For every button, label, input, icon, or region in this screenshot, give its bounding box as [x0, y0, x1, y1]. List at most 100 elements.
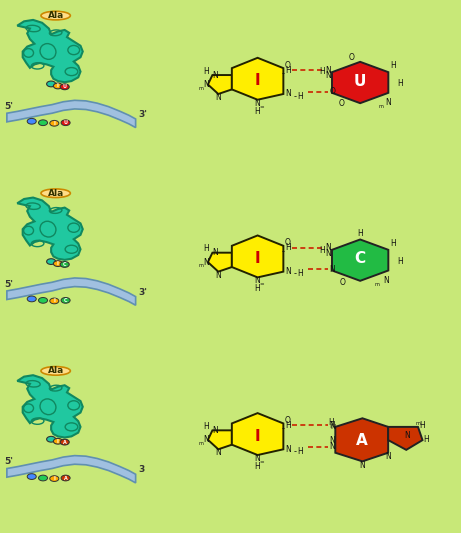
Text: I: I	[53, 476, 55, 481]
Text: N: N	[215, 448, 221, 457]
Circle shape	[27, 296, 36, 302]
Text: I: I	[255, 73, 260, 88]
Text: 5': 5'	[5, 280, 14, 289]
Text: N: N	[325, 249, 331, 259]
Text: N: N	[213, 426, 219, 435]
Text: O: O	[285, 238, 291, 247]
Text: N: N	[204, 435, 209, 445]
Ellipse shape	[41, 189, 71, 198]
Text: U: U	[64, 120, 68, 125]
Text: H: H	[420, 421, 426, 430]
Text: m: m	[375, 282, 380, 287]
Polygon shape	[17, 375, 83, 438]
Text: m: m	[378, 104, 383, 109]
Text: Ala: Ala	[47, 189, 64, 198]
Text: N: N	[325, 66, 331, 75]
Text: I: I	[255, 429, 260, 443]
Text: N: N	[255, 276, 260, 285]
Text: -: -	[282, 247, 285, 256]
Text: N: N	[329, 442, 335, 451]
Text: -: -	[282, 69, 285, 78]
Text: H: H	[397, 79, 403, 88]
Polygon shape	[232, 58, 284, 100]
Text: =: =	[260, 282, 265, 288]
Ellipse shape	[41, 367, 71, 375]
Text: O: O	[349, 53, 355, 62]
Text: m: m	[199, 86, 204, 91]
Text: =: =	[260, 105, 265, 110]
Circle shape	[27, 118, 36, 124]
Text: m: m	[199, 441, 204, 446]
Text: m: m	[199, 263, 204, 269]
Circle shape	[50, 120, 59, 126]
Text: H: H	[390, 239, 396, 248]
Text: Ala: Ala	[47, 366, 64, 375]
Text: H: H	[255, 462, 260, 471]
Circle shape	[60, 84, 69, 90]
Text: N: N	[204, 257, 209, 266]
Circle shape	[61, 297, 70, 303]
Polygon shape	[232, 413, 284, 455]
Text: I: I	[53, 121, 55, 126]
Circle shape	[38, 475, 47, 481]
Text: N: N	[329, 265, 335, 274]
Text: C: C	[355, 251, 366, 266]
Text: N: N	[255, 454, 260, 463]
Ellipse shape	[41, 11, 71, 20]
Text: H: H	[357, 229, 363, 238]
Text: m: m	[415, 421, 420, 426]
Circle shape	[53, 261, 62, 266]
Polygon shape	[208, 75, 232, 94]
Circle shape	[47, 437, 56, 442]
Text: I: I	[57, 439, 59, 444]
Polygon shape	[7, 278, 136, 305]
Text: H: H	[204, 422, 209, 431]
Text: H: H	[285, 243, 291, 252]
Text: H: H	[255, 107, 260, 116]
Text: C: C	[64, 298, 67, 303]
Text: I: I	[53, 298, 55, 303]
Polygon shape	[17, 20, 83, 82]
Text: H: H	[285, 421, 291, 430]
Circle shape	[50, 476, 59, 481]
Polygon shape	[208, 253, 232, 272]
Text: H: H	[319, 246, 325, 255]
Text: N: N	[285, 267, 291, 276]
Circle shape	[61, 120, 70, 126]
Circle shape	[53, 83, 62, 89]
Polygon shape	[7, 456, 136, 483]
Text: O: O	[340, 278, 346, 287]
Text: I: I	[57, 261, 59, 266]
Text: N: N	[213, 70, 219, 79]
Text: N: N	[325, 243, 331, 252]
Polygon shape	[388, 427, 422, 450]
Circle shape	[38, 297, 47, 303]
Text: =: =	[260, 461, 265, 465]
Text: -: -	[282, 424, 285, 433]
Text: H: H	[390, 61, 396, 70]
Text: U: U	[354, 74, 366, 88]
Text: N: N	[385, 452, 391, 461]
Text: H: H	[298, 92, 303, 101]
Text: -: -	[294, 447, 296, 456]
Circle shape	[38, 120, 47, 126]
Text: H: H	[298, 447, 303, 456]
Text: O: O	[338, 99, 344, 108]
Text: A: A	[356, 433, 368, 448]
Text: N: N	[285, 90, 291, 99]
Text: H: H	[204, 244, 209, 253]
Polygon shape	[17, 198, 83, 260]
Text: O: O	[285, 416, 291, 425]
Text: N: N	[325, 71, 331, 80]
Text: -: -	[294, 92, 296, 101]
Text: -: -	[294, 270, 296, 278]
Polygon shape	[232, 236, 284, 277]
Text: Ala: Ala	[47, 11, 64, 20]
Text: C: C	[63, 262, 66, 267]
Text: N: N	[405, 431, 410, 440]
Polygon shape	[335, 418, 388, 462]
Text: H: H	[285, 66, 291, 75]
Text: O: O	[285, 61, 291, 70]
Polygon shape	[332, 62, 388, 103]
Text: H: H	[328, 418, 334, 427]
